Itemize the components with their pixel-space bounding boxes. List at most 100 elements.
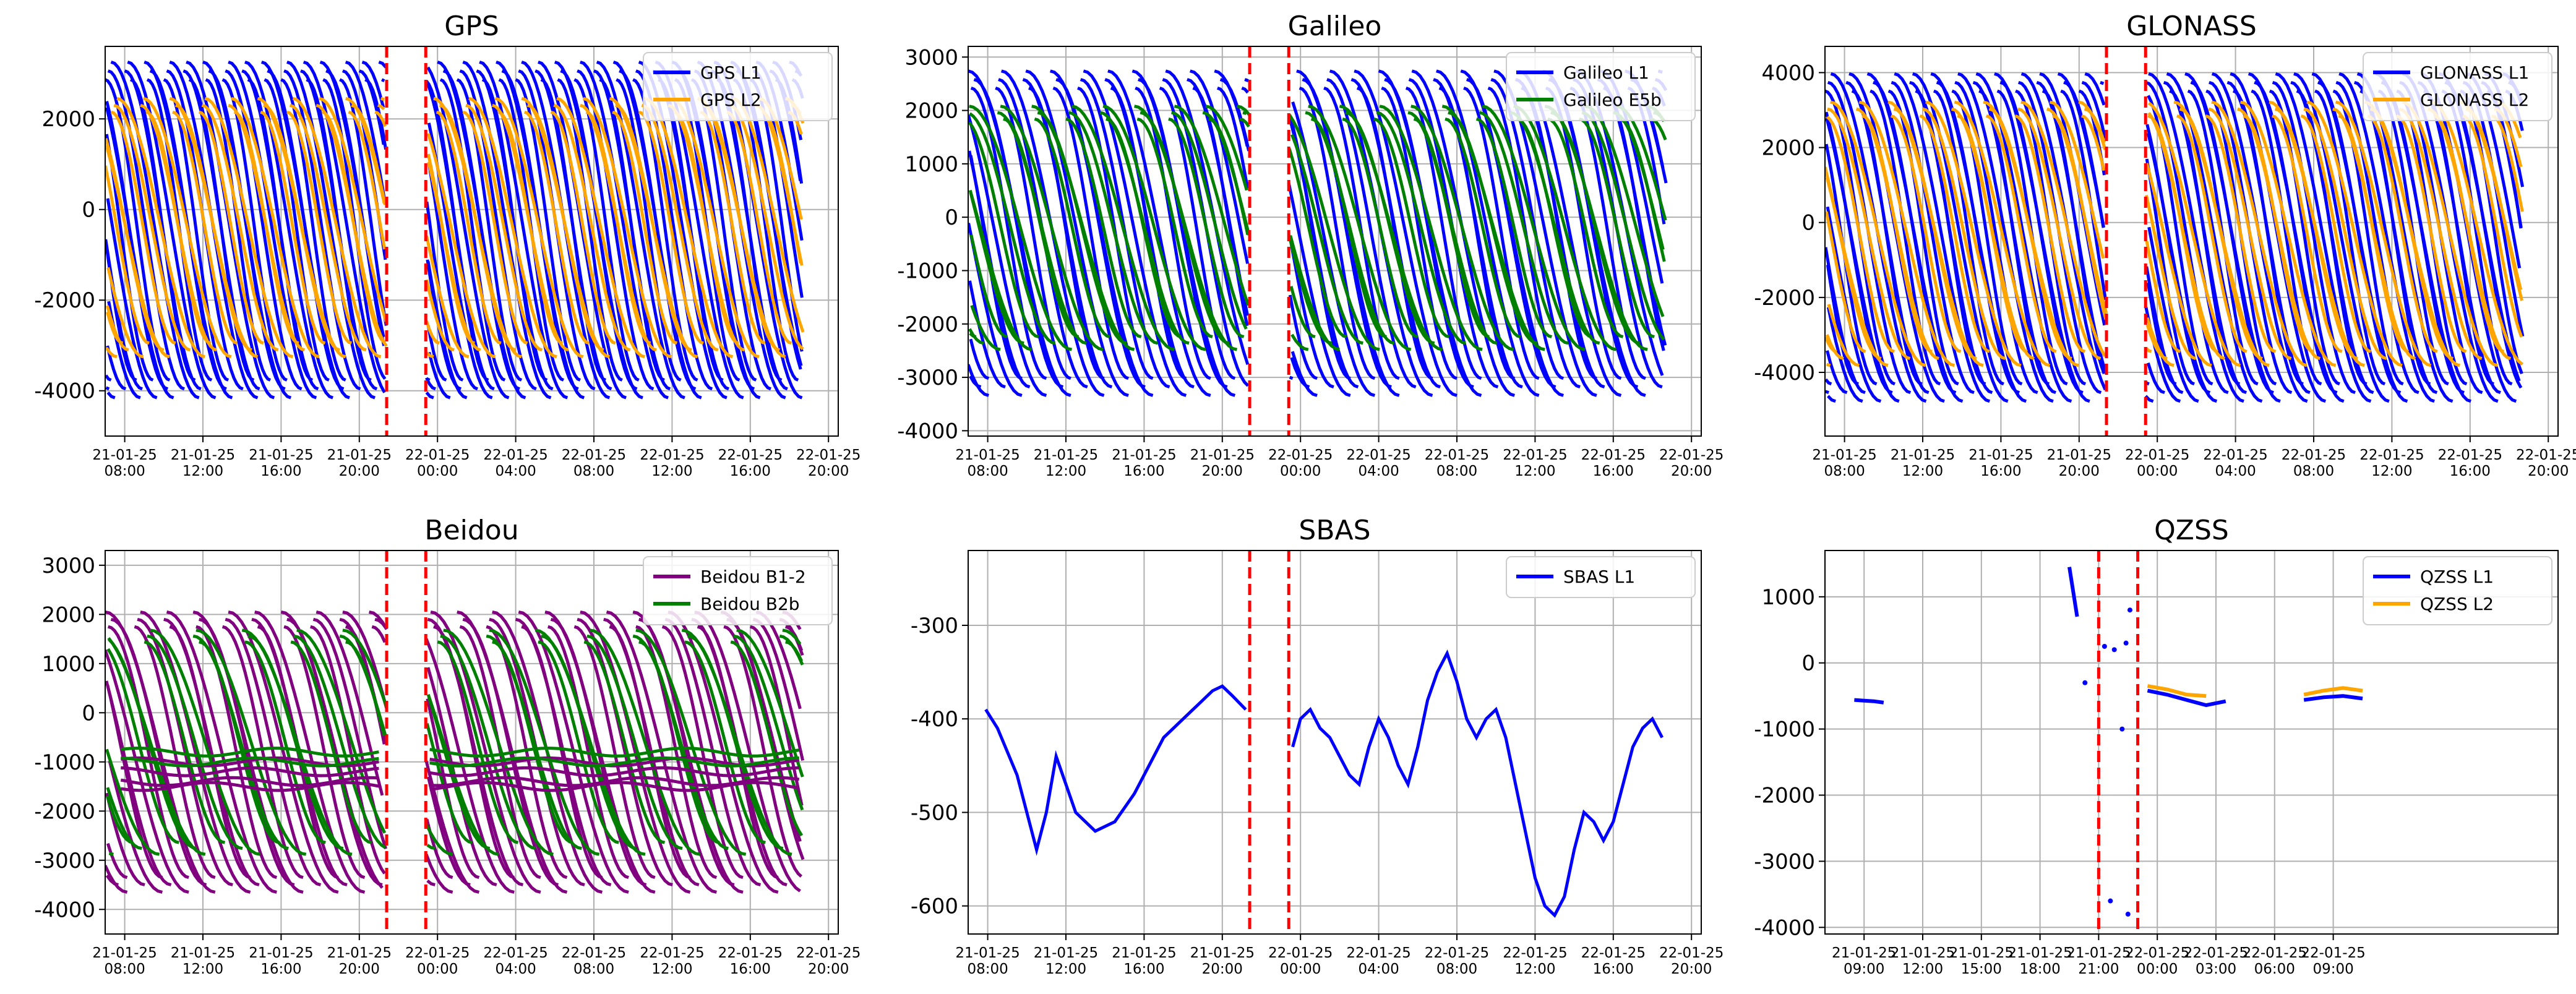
x-tick-label-time: 00:00	[2137, 463, 2178, 479]
x-tick-label-date: 22-01-25	[640, 447, 704, 463]
x-tick-label-date: 22-01-25	[2282, 447, 2346, 463]
series-line	[540, 78, 607, 382]
x-tick-label-time: 15:00	[1961, 961, 2002, 977]
series-line	[1302, 78, 1392, 388]
legend: GLONASS L1 GLONASS L2	[2363, 52, 2552, 121]
x-tick-label-date: 22-01-25	[2359, 447, 2424, 463]
series-line	[638, 110, 704, 345]
legend-box	[643, 556, 833, 625]
series-line	[1288, 114, 1380, 351]
x-tick-label-time: 04:00	[495, 961, 536, 977]
series-line	[1581, 111, 1665, 341]
x-tick-label-date: 22-01-25	[2438, 447, 2502, 463]
series-line	[1219, 78, 1251, 152]
series-line	[425, 80, 489, 382]
series-line	[782, 628, 802, 645]
series-line	[228, 60, 317, 400]
y-tick-label: -400	[911, 707, 958, 732]
series-line	[348, 110, 387, 250]
x-tick-label-date: 22-01-25	[2125, 447, 2189, 463]
series-line	[2395, 114, 2467, 353]
series-line	[169, 625, 251, 879]
flat-series-line	[120, 781, 379, 792]
y-tick-label: -3000	[897, 366, 958, 390]
axes-frame	[105, 46, 839, 437]
series-line	[984, 684, 1247, 856]
y-tick-label: -1000	[897, 259, 958, 283]
y-tick-label: 2000	[41, 107, 95, 132]
series-line	[296, 628, 387, 834]
series-line	[1290, 357, 1310, 388]
series-line	[462, 60, 552, 400]
series-line	[459, 69, 537, 391]
legend-label: Beidou B1-2	[700, 567, 806, 587]
x-tick-label-date: 21-01-25	[1112, 945, 1176, 961]
series-line	[2303, 694, 2363, 702]
series-line	[2211, 100, 2308, 367]
series-1	[968, 69, 1668, 397]
series-line	[1413, 117, 1490, 338]
series-1	[1854, 567, 2363, 917]
y-tick-label: -2000	[1754, 286, 1815, 311]
series-line	[1110, 86, 1187, 380]
series-line	[437, 640, 519, 844]
series-line	[195, 628, 307, 856]
x-tick-label-time: 03:00	[2196, 961, 2236, 977]
y-tick-label: 0	[82, 701, 95, 726]
series-line	[116, 96, 205, 359]
series-line	[635, 628, 747, 856]
series-line	[969, 332, 977, 338]
series-line	[1827, 395, 1836, 403]
plot-area	[1825, 72, 2525, 403]
series-line	[2433, 114, 2505, 353]
data-point	[2108, 898, 2113, 904]
series-line	[1071, 105, 1175, 351]
series-line	[1825, 336, 1837, 353]
series-line	[105, 795, 134, 844]
series-line	[113, 103, 191, 352]
x-tick-label-date: 21-01-25	[1891, 945, 1955, 961]
series-line	[1448, 111, 1538, 345]
series-line	[188, 78, 255, 382]
series-line	[424, 638, 515, 894]
y-tick-label: -3000	[34, 849, 95, 873]
series-line	[1827, 107, 1911, 360]
series-line	[2254, 80, 2338, 395]
series-line	[267, 69, 345, 391]
series-line	[199, 640, 280, 844]
series-line	[489, 628, 600, 856]
series-line	[969, 375, 982, 388]
series-line	[1873, 80, 1957, 395]
series-line	[244, 640, 326, 844]
series-line	[726, 110, 792, 345]
series-line	[110, 617, 207, 886]
series-line	[426, 133, 496, 359]
series-line	[1356, 86, 1433, 380]
legend: QZSS L1 QZSS L2	[2363, 556, 2552, 625]
series-line	[427, 351, 451, 400]
series-line	[557, 78, 623, 382]
x-tick-label-date: 21-01-25	[1968, 447, 2033, 463]
y-tick-label: 3000	[41, 554, 95, 578]
series-line	[293, 634, 387, 849]
x-tick-label-time: 20:00	[339, 961, 380, 977]
flat-series-line	[429, 766, 799, 778]
series-line	[105, 165, 150, 345]
series-line	[425, 722, 473, 844]
series-line	[494, 96, 584, 359]
series-line	[1083, 69, 1187, 397]
x-tick-label-date: 21-01-25	[955, 945, 1020, 961]
series-line	[1138, 78, 1228, 388]
series-line	[1891, 80, 1975, 395]
series-line	[456, 78, 523, 382]
series-line	[127, 60, 217, 400]
flat-series-line	[429, 781, 800, 792]
x-tick-label-time: 06:00	[2254, 961, 2295, 977]
chart-panel-4: 3000 2000 1000 0 -1000 -2000 -3000 -4000 21-01-2…	[34, 515, 861, 977]
series-line	[586, 634, 683, 850]
series-line	[380, 96, 385, 101]
series-line	[1482, 105, 1586, 351]
y-tick-label: -1000	[1754, 718, 1815, 742]
series-line	[426, 153, 476, 345]
